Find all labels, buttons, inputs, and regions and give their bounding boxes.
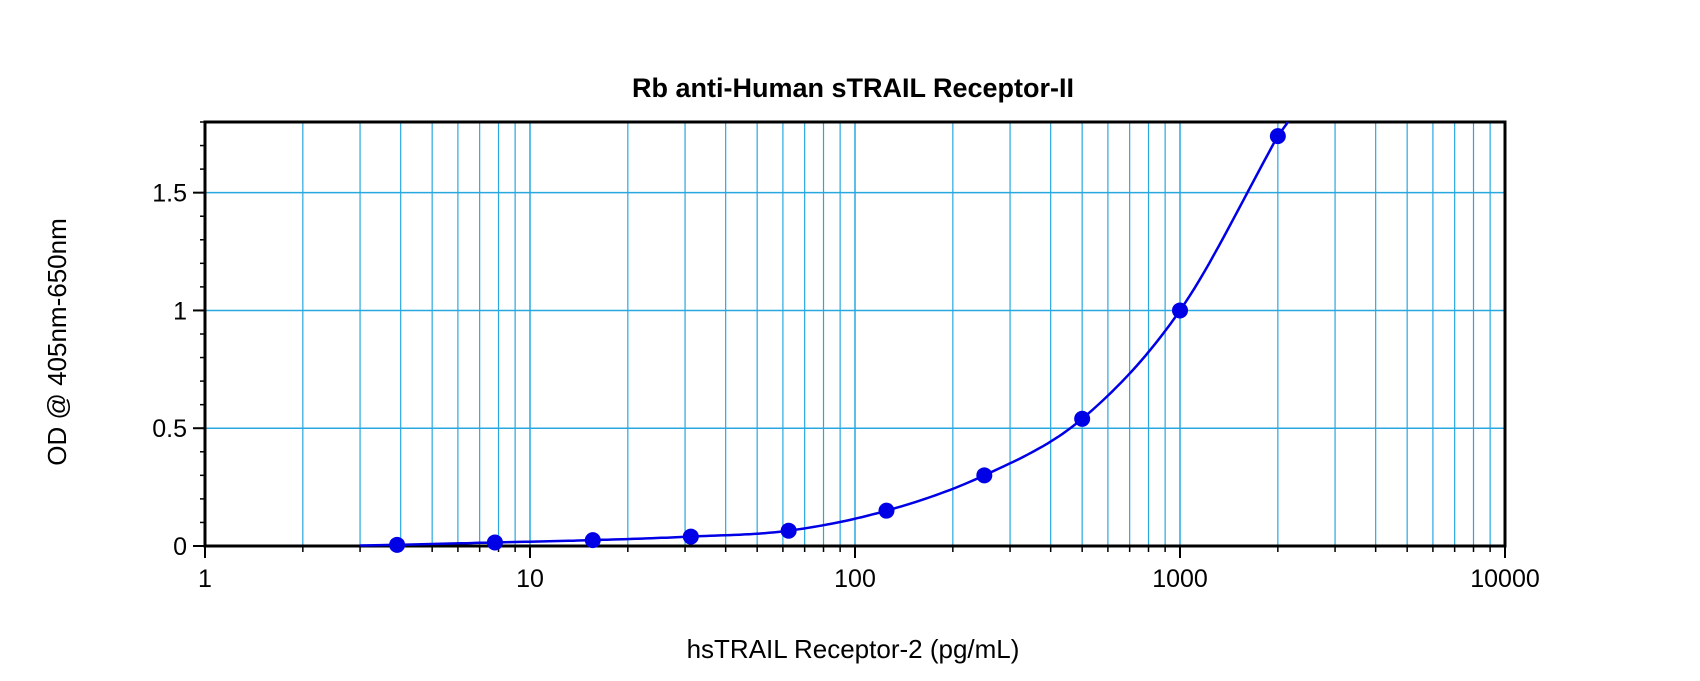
data-point xyxy=(1269,128,1286,145)
x-tick-label: 10 xyxy=(516,565,544,593)
y-tick-label: 1 xyxy=(173,297,187,325)
axes: 1 10 100 1000 10000 0 0.5 1 1.5 xyxy=(152,121,1540,593)
y-tick-label: 0.5 xyxy=(152,415,187,443)
data-point xyxy=(1074,410,1091,427)
data-point xyxy=(1172,302,1188,319)
data-point xyxy=(878,502,895,519)
x-tick-label: 1 xyxy=(198,565,212,593)
x-tick-label: 100 xyxy=(834,565,876,593)
data-point xyxy=(976,467,993,484)
data-point xyxy=(486,534,503,551)
fit-curve xyxy=(360,121,1290,547)
y-axis-label: OD @ 405nm-650nm xyxy=(42,218,72,466)
y-tick-label: 1.5 xyxy=(152,180,187,208)
data-point xyxy=(584,532,601,549)
x-tick-label: 10000 xyxy=(1470,565,1540,593)
chart-title: Rb anti-Human sTRAIL Receptor-II xyxy=(632,73,1074,103)
data-point xyxy=(780,522,797,539)
x-tick-label: 1000 xyxy=(1152,565,1208,593)
data-points xyxy=(389,128,1286,553)
grid-lines xyxy=(205,122,1505,546)
data-point xyxy=(389,536,406,553)
data-point xyxy=(682,528,699,545)
y-tick-label: 0 xyxy=(173,533,187,561)
x-axis-label: hsTRAIL Receptor-2 (pg/mL) xyxy=(687,634,1020,664)
